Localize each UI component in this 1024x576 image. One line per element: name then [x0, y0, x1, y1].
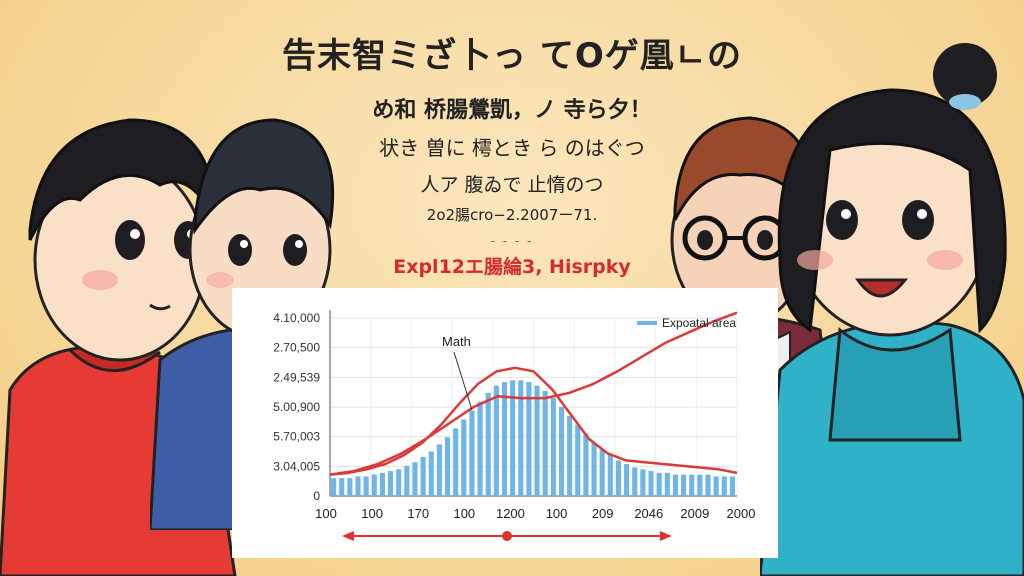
bar — [461, 419, 467, 496]
bar — [379, 472, 385, 496]
bar — [444, 437, 451, 496]
subtitle-line-3: 人ア 腹ゐで 止惰のつ — [420, 174, 604, 196]
chart-panel: 4.10,000 2.70,500 2.49,539 5.00,900 5.70,003… — [232, 288, 778, 558]
girl-teal-shirt-illustration — [760, 43, 1024, 576]
y-tick-label: 5.00,900 — [273, 400, 320, 414]
subtitle-line-2: 状き 曽に 樗とき ら のはぐつ — [379, 136, 645, 160]
bar — [656, 472, 662, 496]
bar — [510, 380, 516, 496]
bar — [501, 382, 508, 496]
chart-heading: Expl12エ腸綸3, Hisrpky — [393, 256, 631, 278]
bar — [347, 478, 353, 496]
chart-svg: 4.10,000 2.70,500 2.49,539 5.00,900 5.70,003… — [273, 310, 756, 541]
bar — [485, 392, 491, 496]
bar — [721, 476, 727, 496]
bar — [404, 465, 410, 496]
y-tick-label: 0 — [313, 489, 320, 503]
subtitle-line-1: め和 桥腸鶯凱，ノ 寺ら夕！ — [372, 98, 652, 123]
x-tick-label: 170 — [407, 506, 429, 521]
bar — [469, 410, 475, 496]
bar — [713, 476, 719, 496]
bar — [339, 478, 345, 496]
bar — [567, 415, 573, 496]
bar — [453, 428, 459, 496]
bar — [371, 474, 377, 496]
bar — [599, 449, 605, 496]
bar — [534, 385, 540, 496]
bar — [672, 474, 679, 496]
legend-label: Expoatal area — [662, 316, 736, 330]
bell-curve-line — [329, 366, 738, 476]
rising-curve-line — [329, 311, 738, 476]
range-arrow-right-head — [660, 531, 672, 541]
bar — [648, 471, 654, 496]
bar — [615, 460, 622, 496]
bar — [689, 474, 695, 496]
bar — [436, 444, 442, 496]
bar — [591, 442, 597, 496]
y-tick-label: 2.49,539 — [273, 370, 320, 384]
bar — [697, 474, 703, 496]
x-tick-label: 2009 — [680, 506, 709, 521]
bar — [705, 474, 711, 496]
x-tick-label: 2046 — [634, 506, 663, 521]
x-tick-label: 100 — [453, 506, 475, 521]
bar — [664, 472, 670, 496]
y-tick-label: 5.70,003 — [273, 430, 320, 444]
y-tick-label: 2.70,500 — [273, 341, 320, 355]
dashed-divider: - - - - — [490, 234, 534, 248]
page-title: 告末智ミざ卜っ てOゲ凰ㄴの — [281, 36, 743, 76]
subtitle-line-4: 2o2腸cro−2.2007ー71. — [426, 206, 598, 224]
x-tick-label: 100 — [546, 506, 568, 521]
bar — [542, 390, 548, 496]
x-tick-label: 100 — [315, 506, 337, 521]
range-arrow-marker — [502, 531, 512, 541]
x-tick-label: 209 — [592, 506, 614, 521]
x-tick-label: 2000 — [727, 506, 756, 521]
bar — [729, 476, 735, 496]
bar — [477, 401, 483, 496]
bar — [493, 385, 499, 496]
annotation-label: Math — [442, 334, 471, 349]
bar — [681, 474, 687, 496]
bar — [558, 407, 565, 496]
bar — [420, 456, 426, 496]
y-tick-label: 4.10,000 — [273, 311, 320, 325]
bar — [640, 469, 646, 496]
bar — [363, 476, 369, 496]
bar — [583, 433, 589, 496]
bar — [387, 471, 394, 496]
y-tick-label: 3.04,005 — [273, 459, 320, 473]
bar — [331, 478, 337, 496]
bar — [355, 476, 361, 496]
bar — [428, 451, 434, 496]
x-tick-label: 100 — [361, 506, 383, 521]
bar — [518, 380, 524, 496]
bar — [624, 463, 630, 496]
annotation-pointer — [453, 351, 473, 411]
bar — [550, 398, 556, 496]
bar — [607, 455, 613, 496]
bar — [575, 424, 581, 496]
range-arrow-left-head — [342, 531, 354, 541]
bar — [526, 382, 532, 496]
bar — [632, 467, 638, 496]
x-tick-label: 1200 — [496, 506, 525, 521]
bar — [412, 462, 418, 496]
bar — [396, 469, 402, 496]
